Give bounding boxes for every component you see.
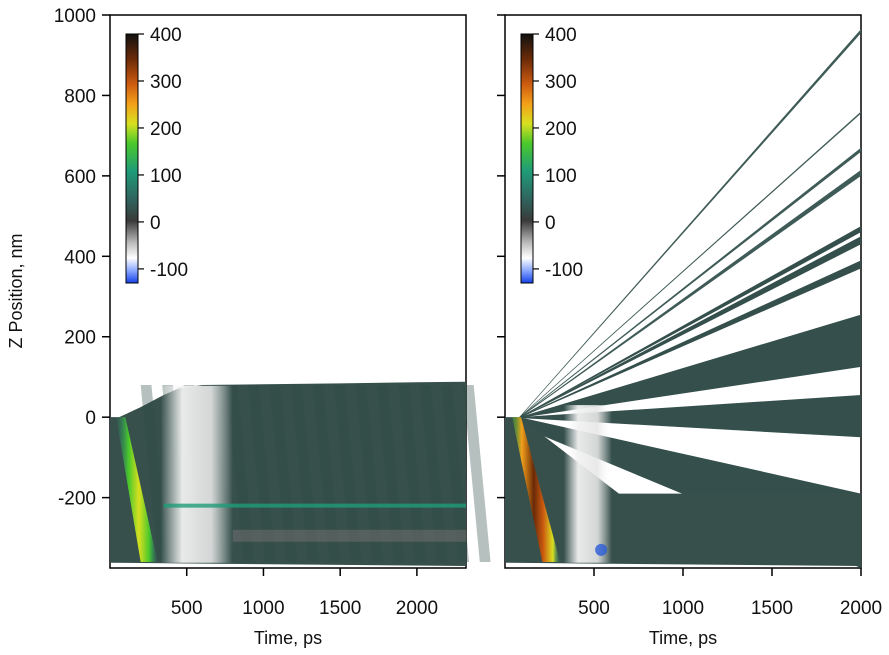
spall-line <box>163 503 466 508</box>
colorbar-tick-label: 300 <box>545 72 577 93</box>
colorbar-tick-label: 300 <box>150 72 182 93</box>
colorbar-tick-label: 100 <box>545 166 577 187</box>
right-x-axis-title: Time, ps <box>649 628 717 648</box>
fragment-band <box>519 314 861 418</box>
colorbar-tick-label: -100 <box>150 260 188 281</box>
y-tick-label: 0 <box>85 408 96 429</box>
x-tick-label: 1500 <box>751 598 793 619</box>
x-tick-label: 500 <box>578 598 610 619</box>
wave-band <box>312 385 341 562</box>
colorbar-tick-label: -100 <box>545 260 583 281</box>
negative-spot <box>595 543 608 556</box>
wave-band <box>355 385 384 562</box>
colorbar-tick-label: 200 <box>150 119 182 140</box>
wave-band <box>334 385 362 562</box>
wave-band <box>398 385 427 562</box>
right-colorbar: 400 300 200 100 0 -100 <box>520 25 583 284</box>
wave-band <box>441 385 470 562</box>
fragment-band <box>519 226 861 418</box>
colorbar-tick-label: 400 <box>150 25 182 46</box>
fragment-band <box>519 29 861 418</box>
left-x-axis: 500 1000 1500 2000 <box>171 568 438 619</box>
x-tick-label: 1000 <box>662 598 704 619</box>
wave-band <box>226 385 255 562</box>
y-tick-label: 600 <box>64 167 96 188</box>
y-tick-label: -200 <box>58 489 96 510</box>
y-tick-label: 800 <box>64 86 96 107</box>
left-colorbar: 400 300 200 100 0 -100 <box>125 25 188 284</box>
left-x-axis-title: Time, ps <box>254 628 322 648</box>
colorbar-tick-label: 100 <box>150 166 182 187</box>
left-heatmap <box>110 381 491 566</box>
colorbar-gradient <box>520 33 534 284</box>
y-tick-label: 200 <box>64 328 96 349</box>
colorbar-tick-label: 0 <box>545 213 556 234</box>
fragment-band <box>519 111 861 418</box>
compression-front-mark <box>116 417 158 562</box>
tensile-region-mark <box>563 405 612 563</box>
wave-band <box>248 385 276 562</box>
colorbar-tick-label: 0 <box>150 213 161 234</box>
wave-band <box>419 385 448 562</box>
right-heatmap <box>505 29 861 568</box>
colorbar-tick-label: 400 <box>545 25 577 46</box>
wave-band <box>269 385 298 562</box>
x-tick-label: 1500 <box>319 598 361 619</box>
wave-band <box>462 385 491 562</box>
right-y-axis <box>497 14 505 499</box>
y-axis-title: Z Position, nm <box>6 233 26 348</box>
wave-band <box>291 385 319 562</box>
fragment-band <box>519 236 861 418</box>
fragment-band <box>519 260 861 418</box>
x-tick-label: 2000 <box>396 598 438 619</box>
y-tick-label: 400 <box>64 247 96 268</box>
x-tick-label: 500 <box>171 598 203 619</box>
colorbar-gradient <box>125 33 139 284</box>
colorbar-tick-label: 200 <box>545 119 577 140</box>
tensile-region-mark <box>160 385 233 563</box>
x-tick-label: 2000 <box>840 598 882 619</box>
fragment-band <box>519 169 861 418</box>
compression-front-mark <box>512 417 561 562</box>
y-tick-label: 1000 <box>54 6 96 27</box>
fragment-band <box>519 395 861 438</box>
spall-band <box>232 529 466 542</box>
wave-band <box>377 385 405 562</box>
x-tick-label: 1000 <box>242 598 284 619</box>
right-x-axis: 500 1000 1500 2000 <box>578 568 882 619</box>
fragment-band <box>519 147 861 418</box>
left-y-axis: -200 0 200 400 600 800 1000 <box>54 6 110 510</box>
